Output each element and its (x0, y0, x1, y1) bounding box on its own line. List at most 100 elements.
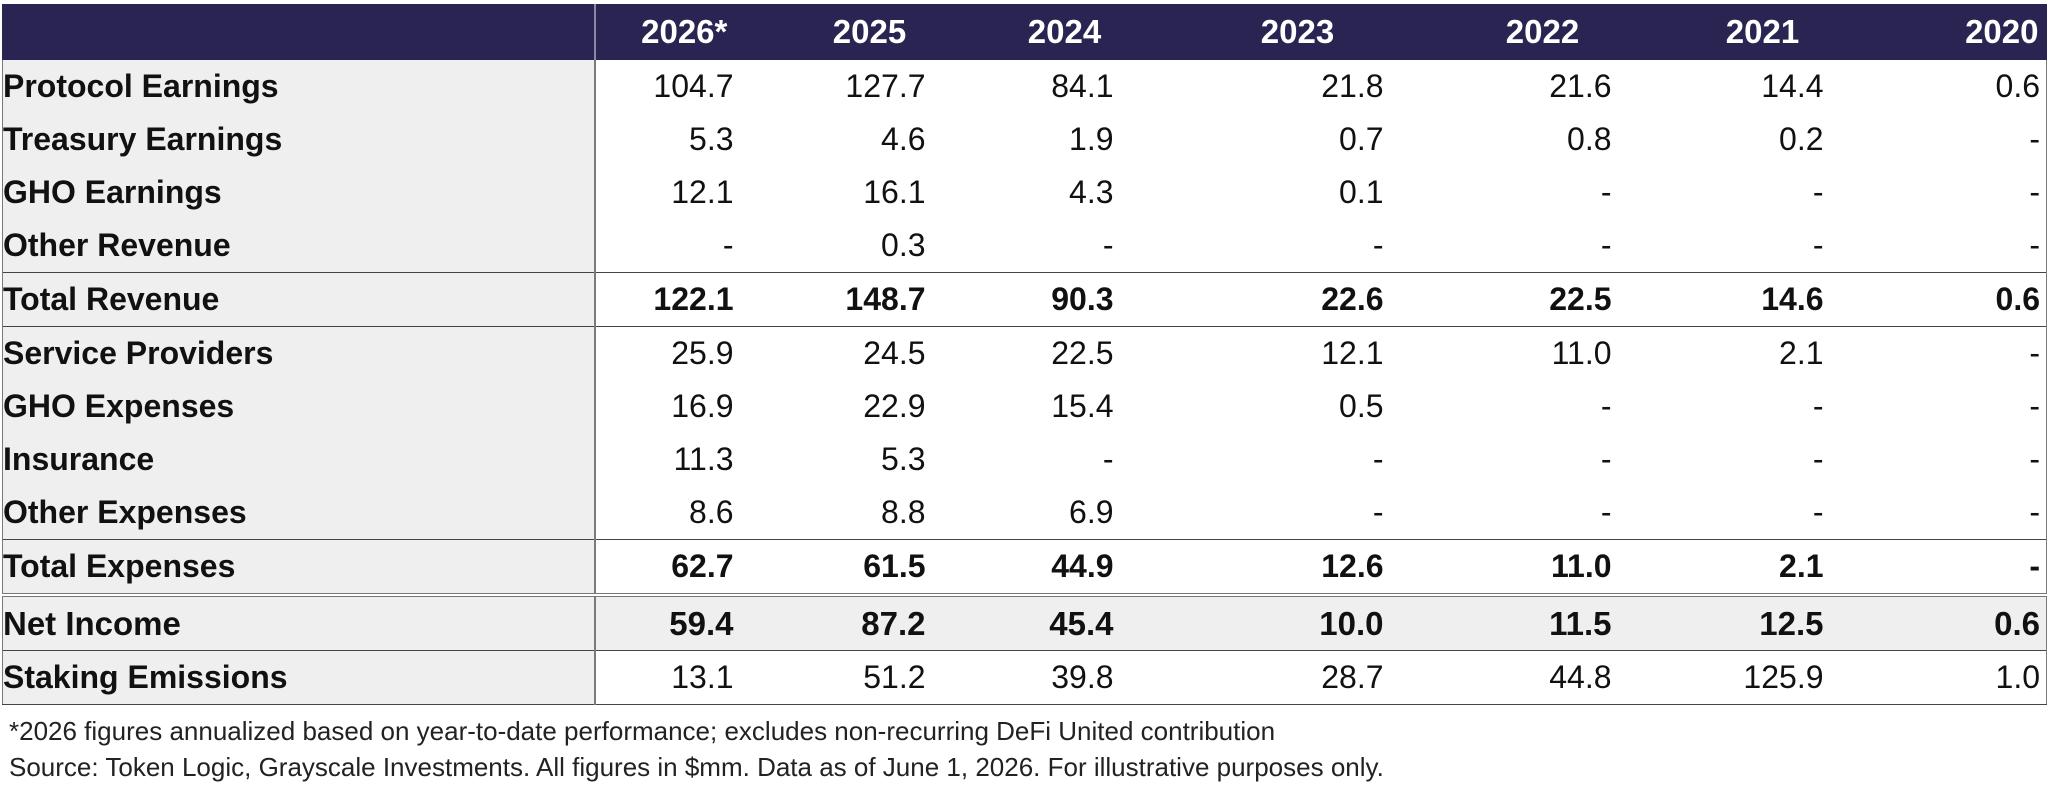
table-row: Total Expenses 62.7 61.5 44.9 12.6 11.0 2.1- (2, 539, 2047, 595)
value-cell-y2026: 12.1 (671, 174, 734, 210)
value-cell-y2020: 0.6 (1871, 272, 2047, 327)
header-row: 2026* 2025 2024 2023 2022 2021 2020 (2, 4, 2047, 60)
value-cell-y2025: 24.5 (773, 326, 966, 380)
value-cell-y2026: 13.1 (594, 650, 774, 705)
row-label: Other Revenue (2, 219, 596, 273)
value-cell-y2020: 0.6 (1871, 593, 2047, 651)
value-cell-y2024: 45.4 (965, 593, 1164, 651)
value-cell-y2022: - (1600, 174, 1612, 210)
footnote: *2026 figures annualized based on year-t… (9, 716, 1276, 746)
financials-table: 2026* 2025 2024 2023 2022 2021 2020 Prot… (2, 4, 2047, 705)
value-cell-y2020: - (1871, 380, 2047, 433)
value-cell-y2020: 1.0 (1871, 650, 2047, 705)
value-cell-y2020: - (1871, 113, 2047, 166)
row-label: Treasury Earnings (2, 113, 596, 166)
value-cell-y2021: 12.5 (1653, 593, 1872, 651)
value-cell-y2025: 127.7 (845, 68, 926, 104)
value-cell-y2024: 22.5 (965, 326, 1164, 380)
value-cell-y2023: 0.5 (1339, 388, 1384, 424)
table-row: Service Providers 25.9 24.5 22.5 12.1 11.0 2.1… (2, 326, 2047, 380)
row-label: GHO Earnings (2, 166, 596, 219)
row-label: Total Revenue (2, 272, 596, 327)
value-cell-y2026: - (722, 227, 734, 263)
value-cell-y2024: 39.8 (965, 650, 1164, 705)
value-cell-y2022: 11.5 (1431, 593, 1654, 651)
row-label: Service Providers (2, 326, 596, 380)
header-year-2023: 2023 (1163, 4, 1432, 60)
value-cell-y2022: - (1600, 227, 1612, 263)
row-label: Insurance (2, 433, 596, 486)
value-cell-y2020: - (1871, 539, 2047, 595)
value-cell-y2024: 84.1 (1051, 68, 1114, 104)
value-cell-y2026: 11.3 (673, 441, 734, 477)
table-row: Protocol Earnings 104.7 127.7 84.1 21.8 21.6 1… (2, 60, 2047, 113)
value-cell-y2025: 61.5 (773, 539, 966, 595)
row-label: Total Expenses (2, 539, 596, 595)
table-row: Other Revenue - 0.3 - - - - - (2, 219, 2047, 273)
value-cell-y2026: 62.7 (594, 539, 774, 595)
value-cell-y2024: 90.3 (965, 272, 1164, 327)
value-cell-y2023: 21.8 (1321, 68, 1384, 104)
value-cell-y2021: 0.2 (1779, 121, 1824, 157)
value-cell-y2021: - (1812, 388, 1824, 424)
value-cell-y2025: 16.1 (863, 174, 926, 210)
value-cell-y2022: - (1600, 441, 1612, 477)
value-cell-y2025: 0.3 (881, 227, 926, 263)
source-note: Source: Token Logic, Grayscale Investmen… (9, 752, 1384, 782)
value-cell-y2025: 4.6 (881, 121, 926, 157)
value-cell-y2023: - (1372, 441, 1384, 477)
value-cell-y2025: 5.3 (881, 441, 926, 477)
value-cell-y2025: 8.8 (881, 494, 926, 530)
value-cell-y2026: 59.4 (594, 593, 774, 651)
value-cell-y2025: 148.7 (773, 272, 966, 327)
value-cell-y2024: 4.3 (1069, 174, 1114, 210)
value-cell-y2022: 11.0 (1431, 539, 1654, 595)
value-cell-y2022: - (1600, 388, 1612, 424)
table-row: Total Revenue 122.1 148.7 90.3 22.6 22.5 14.6 0… (2, 272, 2047, 327)
value-cell-y2020: - (1871, 166, 2047, 219)
value-cell-y2020: - (1871, 433, 2047, 486)
header-year-2020: 2020 (1871, 4, 2047, 60)
value-cell-y2025: 22.9 (863, 388, 926, 424)
value-cell-y2023: 28.7 (1163, 650, 1432, 705)
value-cell-y2020: 0.6 (1871, 60, 2047, 113)
value-cell-y2021: - (1812, 227, 1824, 263)
table-row: GHO Expenses 16.9 22.9 15.4 0.5 - - - (2, 380, 2047, 433)
value-cell-y2026: 122.1 (594, 272, 774, 327)
table-row: GHO Earnings 12.1 16.1 4.3 0.1 - - - (2, 166, 2047, 219)
row-label: Protocol Earnings (2, 60, 596, 113)
value-cell-y2021: - (1812, 494, 1824, 530)
header-year-2021: 2021 (1653, 4, 1872, 60)
row-label: GHO Expenses (2, 380, 596, 433)
value-cell-y2025: 87.2 (773, 593, 966, 651)
value-cell-y2023: - (1372, 494, 1384, 530)
value-cell-y2022: 21.6 (1549, 68, 1612, 104)
row-label: Staking Emissions (2, 650, 596, 705)
value-cell-y2021: 14.6 (1653, 272, 1872, 327)
value-cell-y2020: - (1871, 326, 2047, 380)
value-cell-y2024: 6.9 (1069, 494, 1114, 530)
value-cell-y2023: 12.6 (1163, 539, 1432, 595)
header-year-2022: 2022 (1431, 4, 1654, 60)
row-label: Net Income (2, 593, 596, 651)
value-cell-y2026: 8.6 (689, 494, 734, 530)
value-cell-y2020: - (1871, 486, 2047, 540)
value-cell-y2026: 16.9 (671, 388, 734, 424)
table-row: Net Income 59.4 87.2 45.4 10.0 11.5 12.5 0.6 (2, 593, 2047, 651)
value-cell-y2023: 22.6 (1163, 272, 1432, 327)
value-cell-y2024: 44.9 (965, 539, 1164, 595)
value-cell-y2023: - (1372, 227, 1384, 263)
value-cell-y2023: 0.1 (1339, 174, 1384, 210)
value-cell-y2022: 0.8 (1567, 121, 1612, 157)
value-cell-y2023: 0.7 (1339, 121, 1384, 157)
value-cell-y2024: - (1102, 227, 1114, 263)
value-cell-y2021: 2.1 (1653, 326, 1872, 380)
table-row: Treasury Earnings 5.3 4.6 1.9 0.7 0.8 0.2 - (2, 113, 2047, 166)
table-row: Other Expenses 8.6 8.8 6.9 - - - - (2, 486, 2047, 540)
value-cell-y2023: 12.1 (1163, 326, 1432, 380)
value-cell-y2021: 125.9 (1653, 650, 1872, 705)
header-year-2025: 2025 (773, 4, 966, 60)
value-cell-y2021: 2.1 (1653, 539, 1872, 595)
value-cell-y2026: 25.9 (594, 326, 774, 380)
table-row: Staking Emissions 13.1 51.2 39.8 28.7 44.8 125… (2, 650, 2047, 705)
